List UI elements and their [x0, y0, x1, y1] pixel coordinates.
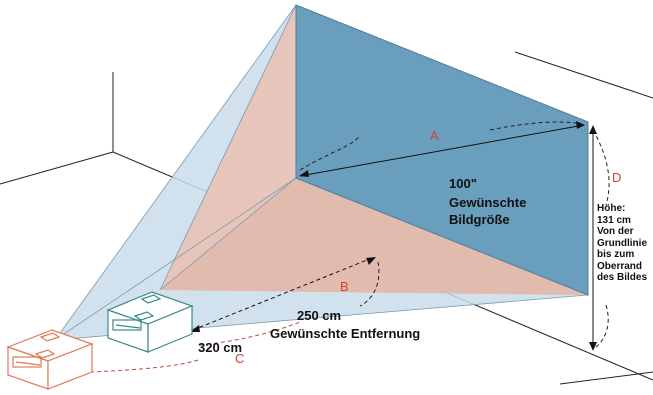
- height-dashed-arc: [592, 129, 610, 349]
- distance-caption: Gewünschte Entfernung: [270, 326, 421, 341]
- label-d: D: [612, 170, 622, 185]
- height-caption-line: 131 cm: [597, 214, 631, 226]
- distance-arc-c-lower: [89, 359, 199, 373]
- distance-near-label: 250 cm: [297, 308, 342, 323]
- distance-arrowhead-b: [366, 257, 376, 265]
- diagonal-arrowhead-end: [576, 121, 585, 129]
- height-arrowhead-bottom: [589, 342, 597, 351]
- diagonal-arrowhead-start: [299, 170, 309, 177]
- beam-center-line: [159, 211, 376, 291]
- near-beam-lower: [160, 178, 588, 295]
- image-size-caption-line2: Bildgröße: [449, 212, 510, 227]
- distance-arc-c: [199, 321, 301, 346]
- height-caption-line: bis zum: [597, 249, 635, 260]
- screen-frame: [295, 4, 589, 296]
- height-caption-line: Oberrand: [597, 260, 643, 272]
- height-caption: Höhe: 131 cm Von der Grundlinie bis zum …: [597, 203, 647, 284]
- far-projector: [6, 329, 94, 390]
- label-a: A: [430, 128, 439, 143]
- image-size-value: 100": [449, 176, 477, 191]
- distance-far-label: 320 cm: [198, 340, 243, 355]
- distance-b-dashed-arc: [359, 261, 380, 307]
- near-projector: [106, 291, 194, 353]
- image-size-caption-line1: Gewünschte: [449, 195, 527, 210]
- height-arrowhead-top: [589, 125, 597, 134]
- height-caption-line: Höhe:: [597, 203, 626, 214]
- label-b: B: [340, 279, 349, 294]
- label-c: C: [235, 351, 245, 366]
- diagonal-arrow-a: [299, 124, 585, 177]
- height-caption-line: des Bildes: [597, 272, 648, 283]
- height-caption-line: Von der: [597, 226, 634, 237]
- diagonal-dashed-arc: [299, 121, 583, 171]
- height-caption-line: Grundlinie: [597, 237, 647, 249]
